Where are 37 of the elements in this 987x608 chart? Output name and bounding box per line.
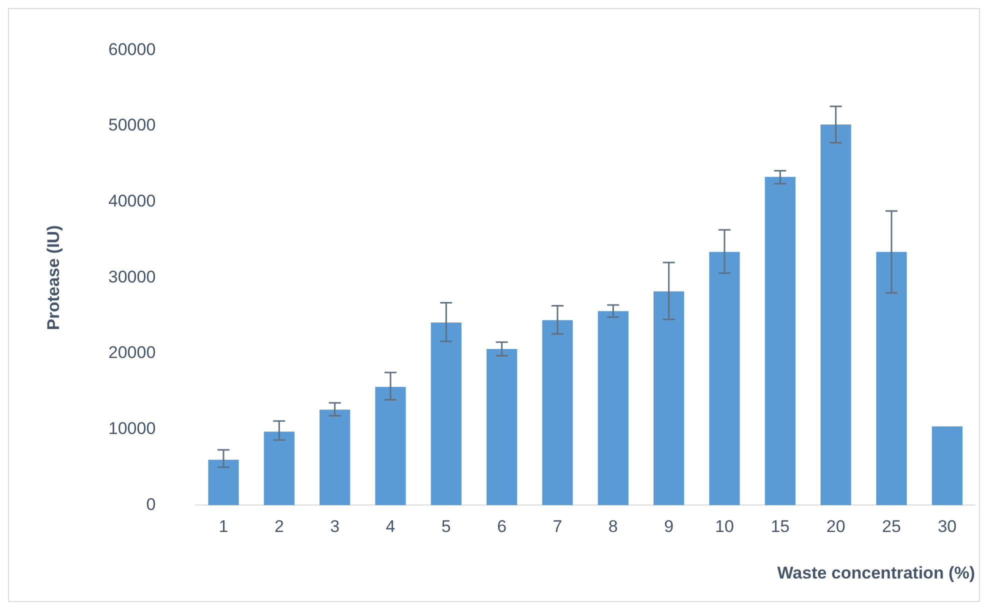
- x-tick-label: 30: [938, 517, 957, 536]
- x-tick-label: 7: [552, 517, 562, 536]
- y-tick-label: 10000: [108, 419, 156, 438]
- bar: [486, 348, 518, 506]
- bar: [375, 386, 406, 506]
- x-tick-label: 15: [770, 517, 790, 536]
- y-tick-label: 50000: [108, 116, 156, 135]
- x-tick-label: 3: [330, 517, 340, 536]
- bar: [654, 291, 684, 506]
- x-tick-label: 20: [826, 517, 846, 536]
- x-tick-label: 1: [218, 517, 228, 536]
- x-tick-label: 4: [386, 517, 396, 536]
- bar: [320, 410, 350, 506]
- bar: [932, 426, 962, 506]
- y-tick-label: 20000: [108, 343, 156, 362]
- x-tick-label: 6: [497, 517, 507, 536]
- y-tick-label: 0: [146, 494, 156, 514]
- bar: [598, 311, 628, 506]
- y-axis-title: Protease (IU): [44, 225, 63, 330]
- bar: [208, 460, 239, 506]
- bar: [764, 176, 796, 506]
- bar: [264, 432, 294, 506]
- x-tick-label: 25: [882, 517, 901, 536]
- y-tick-label: 30000: [108, 267, 156, 286]
- x-tick-label: 8: [608, 517, 618, 536]
- bar: [820, 124, 852, 506]
- y-tick-label: 60000: [108, 40, 156, 59]
- bar: [542, 320, 573, 506]
- x-tick-label: 2: [274, 517, 284, 536]
- x-tick-label: 9: [664, 517, 674, 536]
- x-tick-label: 5: [441, 517, 451, 536]
- y-tick-label: 40000: [108, 192, 156, 211]
- bar: [430, 322, 462, 506]
- x-axis-title: Waste concentration (%): [777, 563, 975, 582]
- bar: [876, 252, 907, 506]
- bar: [709, 252, 740, 506]
- x-tick-label: 10: [715, 517, 734, 536]
